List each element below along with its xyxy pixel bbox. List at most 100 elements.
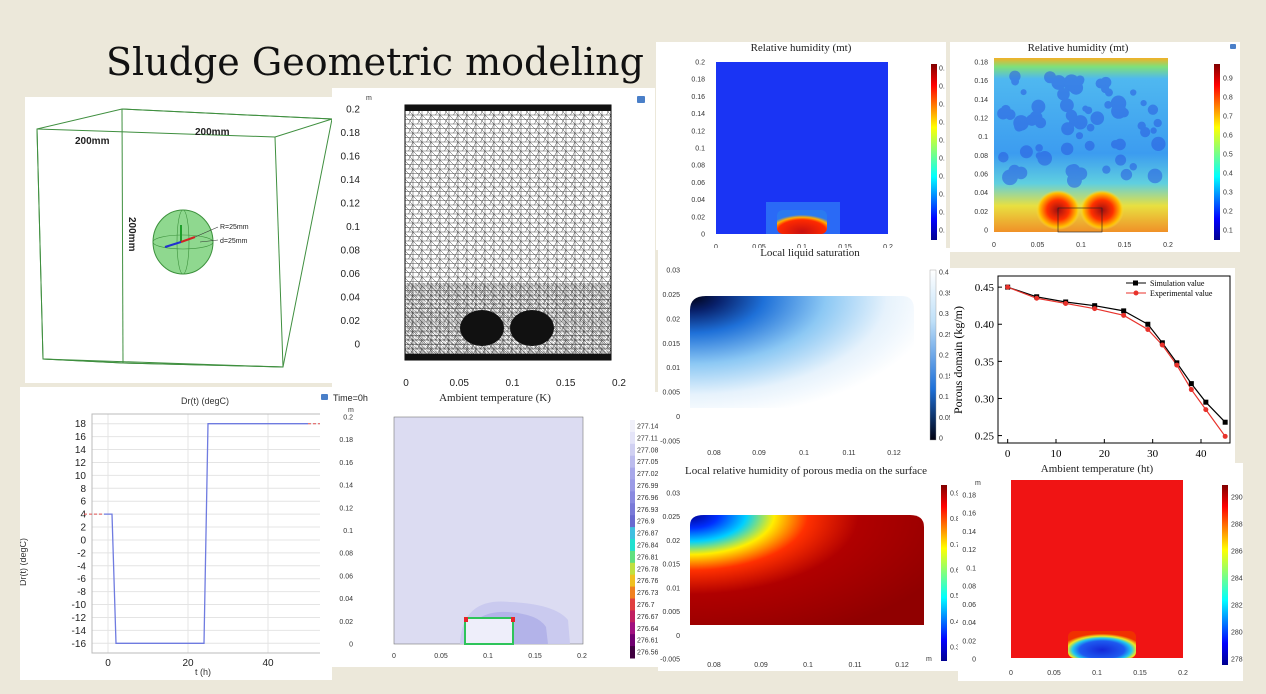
rh1-colorbar-label: 0. bbox=[939, 84, 945, 91]
ambient-k-colorbar-swatch bbox=[630, 455, 635, 469]
rh2-pore-blob bbox=[1111, 103, 1127, 119]
porous-experimental-point bbox=[1092, 306, 1098, 312]
ambient-k-time: Time=0h bbox=[333, 393, 368, 403]
dr-y-tick: -12 bbox=[72, 613, 87, 624]
dr-y-tick: 2 bbox=[80, 523, 86, 534]
ambient-k-colorbar-swatch bbox=[630, 610, 635, 623]
lrh-y-tick: 0.005 bbox=[662, 609, 680, 616]
rh1-x-tick: 0.2 bbox=[883, 244, 893, 250]
porous-experimental-point bbox=[1159, 342, 1165, 348]
dr-y-tick: -14 bbox=[72, 626, 87, 637]
mesh-y-tick: 0 bbox=[354, 340, 360, 351]
ambient-k-x-tick: 0.1 bbox=[483, 653, 493, 660]
rh2-pore-blob bbox=[1061, 122, 1075, 136]
amb-ht-colorbar-label: 284 bbox=[1231, 576, 1243, 583]
lls-colorbar-label: 0.35 bbox=[939, 290, 950, 297]
ambient-k-y-tick: 0.04 bbox=[339, 596, 353, 603]
lls-y-tick: 0.025 bbox=[662, 292, 680, 299]
amb-ht-domain bbox=[1011, 480, 1183, 658]
lrh-x-tick: 0.11 bbox=[848, 662, 861, 669]
amb-ht-y-tick: 0.06 bbox=[962, 602, 976, 609]
dr-y-tick: 16 bbox=[75, 432, 87, 443]
rh1-y-tick: 0.12 bbox=[691, 128, 705, 135]
amb-ht-unit: m bbox=[975, 480, 981, 487]
rh2-colorbar-label: 0.6 bbox=[1223, 133, 1233, 140]
rh2-pore-blob bbox=[1031, 99, 1046, 114]
amb-ht-x-tick: 0.05 bbox=[1047, 670, 1061, 677]
rh2-drawing: Relative humidity (mt) 0 0.02 0.04 0.06 0.08… bbox=[974, 42, 1236, 249]
amb-ht-colorbar-label: 282 bbox=[1231, 603, 1243, 610]
lls-colorbar-label: 0.1 bbox=[939, 394, 949, 401]
rh2-y-tick: 0.04 bbox=[974, 190, 988, 197]
rh2-colorbar-label: 0.7 bbox=[1223, 114, 1233, 121]
ambient-k-panel: Time=0h Ambient temperature (K) m 0 0.02 0… bbox=[320, 392, 658, 667]
rh2-y-tick: 0.12 bbox=[974, 116, 988, 123]
ambient-k-x-tick: 0.2 bbox=[577, 653, 587, 660]
dr-y-tick: -6 bbox=[77, 574, 86, 585]
lls-domain bbox=[690, 296, 914, 408]
rh2-pore-blob bbox=[1104, 101, 1113, 109]
rh1-hot-region bbox=[777, 210, 827, 234]
amb-ht-colorbar-label: 278 bbox=[1231, 657, 1243, 664]
amb-ht-y-tick: 0.04 bbox=[962, 620, 976, 627]
rh2-y-tick: 0.18 bbox=[974, 60, 988, 67]
rh2-pore-blob bbox=[1060, 142, 1074, 156]
dr-chart-ylabel: Dr(t) (degC) bbox=[20, 538, 28, 586]
rh1-y-tick: 0.16 bbox=[691, 94, 705, 101]
rh1-colorbar-label: 0. bbox=[939, 66, 945, 73]
rh2-pore-blob bbox=[1065, 109, 1078, 122]
lrh-unit: m bbox=[926, 656, 932, 663]
dr-x-tick: 40 bbox=[262, 658, 274, 669]
rh1-y-tick: 0.18 bbox=[691, 77, 705, 84]
porous-x-tick: 40 bbox=[1196, 448, 1208, 460]
ambient-k-colorbar-label: 276.96 bbox=[637, 495, 658, 502]
rh2-y-tick: 0.08 bbox=[974, 153, 988, 160]
mesh-unit: m bbox=[366, 95, 372, 102]
rh2-pore-blob bbox=[1102, 165, 1111, 174]
ambient-k-y-tick: 0 bbox=[349, 642, 353, 649]
rh2-y-tick: 0.06 bbox=[974, 172, 988, 179]
porous-experimental-point bbox=[1203, 407, 1209, 413]
rh2-pore-blob bbox=[1014, 121, 1025, 132]
porous-chart: Porous domain (kg/m) 0.45 0.40 0.35 0.30 0.2… bbox=[951, 275, 1231, 460]
rh1-y-tick: 0.14 bbox=[691, 111, 705, 118]
porous-experimental-point bbox=[1121, 312, 1127, 318]
dr-y-tick: 6 bbox=[80, 497, 86, 508]
ambient-k-colorbar-swatch bbox=[630, 550, 635, 564]
lls-x-tick: 0.1 bbox=[799, 450, 809, 457]
lls-y-tick: 0.02 bbox=[666, 316, 680, 323]
amb-ht-colorbar bbox=[1222, 485, 1228, 665]
ambient-k-colorbar-swatch bbox=[630, 420, 635, 433]
rh1-y-tick: 0 bbox=[701, 232, 705, 239]
porous-experimental-point bbox=[1174, 362, 1180, 368]
porous-y-tick: 0.25 bbox=[975, 431, 995, 443]
lrh-y-tick: 0.02 bbox=[666, 538, 680, 545]
rh2-pore-blob bbox=[1090, 111, 1105, 125]
rh2-pore-blob bbox=[1014, 166, 1028, 180]
lls-y-tick: 0.005 bbox=[662, 390, 680, 397]
porous-legend: Simulation value Experimental value bbox=[1126, 279, 1213, 298]
amb-ht-y-tick: 0 bbox=[972, 657, 976, 664]
ambient-k-title: Ambient temperature (K) bbox=[439, 392, 551, 404]
rh1-x-tick: 0 bbox=[714, 244, 718, 250]
rh1-colorbar-label: 0. bbox=[939, 210, 945, 217]
ambient-k-y-tick: 0.12 bbox=[339, 505, 353, 512]
rh2-x-tick: 0.1 bbox=[1076, 242, 1086, 249]
rh2-pore-blob bbox=[1020, 89, 1027, 96]
ambient-k-colorbar-label: 276.56 bbox=[637, 650, 658, 657]
ambient-k-colorbar-label: 277.11 bbox=[637, 435, 658, 442]
lrh-colorbar-label: 0.6 bbox=[950, 568, 958, 575]
lls-colorbar-label: 0.05 bbox=[939, 415, 950, 422]
rh2-pore-blob bbox=[1073, 115, 1088, 130]
amb-ht-y-tick: 0.18 bbox=[962, 493, 976, 500]
ambient-k-colorbar-swatch bbox=[630, 586, 635, 599]
rh2-pore-blob bbox=[1153, 118, 1162, 128]
rh2-pore-blob bbox=[1129, 163, 1137, 171]
porous-experimental-point bbox=[1063, 300, 1069, 306]
rh2-pore-blob bbox=[1140, 99, 1147, 107]
lls-y-tick: 0.03 bbox=[666, 268, 680, 275]
lls-x-tick: 0.09 bbox=[752, 450, 766, 457]
rh2-y-tick: 0.16 bbox=[974, 78, 988, 85]
legend-simulation: Simulation value bbox=[1150, 279, 1205, 288]
lrh-drawing: Local relative humidity of porous media … bbox=[660, 465, 958, 669]
